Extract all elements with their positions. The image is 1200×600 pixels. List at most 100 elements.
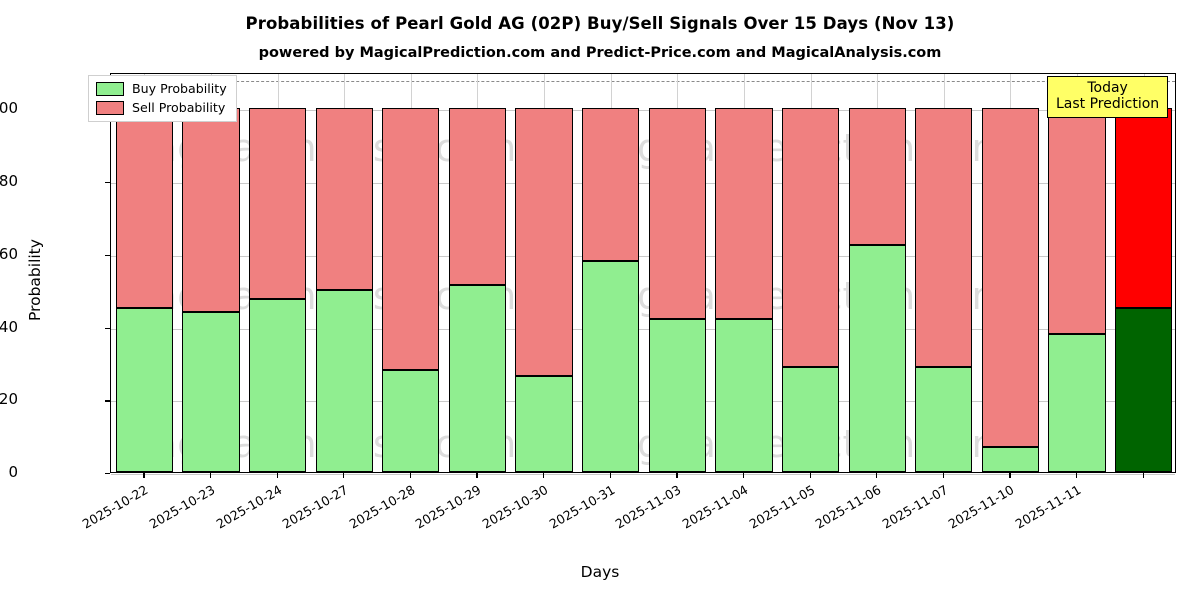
gridline-y (111, 328, 1175, 330)
x-tick-mark (1076, 473, 1078, 478)
bar-segment-buy (115, 308, 173, 472)
bar-stacked (315, 72, 373, 472)
bar-stacked (648, 72, 706, 472)
x-tick-mark (409, 473, 412, 478)
x-tick-label: 2025-11-05 (746, 482, 818, 532)
bar-segment-sell (715, 108, 773, 319)
x-tick-mark (1142, 473, 1144, 478)
today-annotation-line2: Last Prediction (1056, 96, 1160, 113)
bar-segment-buy (1048, 333, 1106, 472)
x-tick-mark (742, 473, 745, 478)
y-tick-label: 100 (0, 99, 18, 118)
y-tick-mark (105, 254, 110, 257)
y-tick-label: 40 (0, 317, 18, 336)
bar-segment-sell (315, 108, 373, 291)
bar-segment-sell (115, 108, 173, 309)
x-tick-mark (476, 473, 478, 478)
legend-swatch-sell (96, 100, 124, 115)
bar-segment-buy (582, 261, 640, 472)
bar-segment-buy (515, 375, 573, 472)
x-tick-mark (209, 473, 212, 478)
gridline-y (111, 183, 1175, 185)
bar-segment-buy (715, 318, 773, 472)
y-tick-mark (105, 473, 110, 475)
bar-segment-sell (915, 108, 973, 367)
bar-segment-buy (448, 284, 507, 472)
bar-segment-buy (981, 446, 1040, 472)
bar-stacked (515, 72, 573, 472)
x-tick-label: 2025-10-23 (146, 482, 218, 532)
x-tick-mark (1009, 473, 1011, 478)
x-tick-label: 2025-10-30 (479, 482, 551, 532)
bar-segment-sell (781, 108, 840, 367)
bar-segment-buy (315, 290, 373, 472)
bar-stacked (1048, 72, 1106, 472)
y-tick-label: 60 (0, 244, 18, 263)
x-tick-mark (343, 473, 345, 478)
x-tick-label: 2025-10-22 (79, 482, 151, 532)
plot-area: MagicalAnalysis.comMagicalPrediction.com… (110, 73, 1176, 475)
bar-segment-sell (981, 108, 1040, 447)
x-tick-label: 2025-10-28 (346, 482, 418, 532)
bar-stacked (582, 72, 640, 472)
today-annotation: Today Last Prediction (1047, 76, 1169, 119)
bar-stacked (248, 72, 307, 472)
bar-segment-sell (382, 108, 440, 371)
bar-segment-buy (1115, 308, 1173, 472)
bar-segment-buy (781, 366, 840, 472)
bar-stacked (915, 72, 973, 472)
x-tick-label: 2025-11-10 (946, 482, 1017, 532)
chart-legend: Buy Probability Sell Probability (88, 75, 237, 122)
bar-segment-buy (182, 312, 240, 472)
x-tick-mark (676, 473, 678, 478)
today-annotation-line1: Today (1087, 80, 1128, 96)
x-tick-mark (942, 473, 945, 478)
x-tick-mark (609, 473, 611, 478)
legend-item-sell: Sell Probability (96, 100, 227, 115)
x-tick-label: 2025-11-11 (1012, 482, 1084, 532)
x-tick-label: 2025-11-06 (812, 482, 884, 532)
bar-segment-sell (182, 108, 240, 312)
bar-stacked (382, 72, 440, 472)
x-tick-label: 2025-11-03 (612, 482, 684, 532)
legend-label-buy: Buy Probability (132, 81, 227, 96)
x-tick-label: 2025-11-07 (879, 482, 951, 532)
bar-segment-sell (1048, 108, 1106, 334)
x-tick-mark (276, 473, 278, 478)
bar-stacked (115, 72, 173, 472)
y-tick-mark (105, 182, 110, 184)
legend-label-sell: Sell Probability (132, 100, 226, 115)
bar-stacked (715, 72, 773, 472)
bar-segment-sell (848, 108, 906, 246)
bar-segment-sell (582, 108, 640, 262)
bar-stacked (848, 72, 906, 472)
chart-subtitle: powered by MagicalPrediction.com and Pre… (258, 45, 942, 61)
x-axis-label: Days (580, 563, 620, 581)
y-tick-label: 0 (8, 463, 18, 481)
x-tick-label: 2025-10-29 (413, 482, 484, 532)
bar-segment-sell (248, 108, 307, 300)
y-tick-label: 20 (0, 390, 18, 409)
bar-stacked (981, 72, 1040, 472)
bar-segment-sell (1115, 108, 1173, 309)
x-tick-mark (543, 473, 545, 478)
x-tick-label: 2025-11-04 (679, 482, 751, 532)
bar-segment-buy (248, 299, 307, 472)
y-tick-label: 80 (0, 172, 18, 191)
y-tick-mark (105, 400, 110, 402)
x-tick-label: 2025-10-27 (279, 482, 351, 532)
bar-segment-sell (648, 108, 706, 320)
gridline-y (111, 110, 1175, 112)
gridline-y (111, 474, 1175, 475)
reference-dashed-line (111, 81, 1175, 83)
x-tick-mark (809, 473, 811, 478)
chart-title: Probabilities of Pearl Gold AG (02P) Buy… (245, 14, 955, 33)
x-tick-mark (143, 473, 145, 478)
bar-segment-buy (915, 366, 973, 472)
x-tick-label: 2025-10-31 (546, 482, 618, 532)
gridline-y (111, 401, 1175, 403)
x-tick-mark (876, 473, 878, 478)
legend-swatch-buy (96, 81, 124, 96)
bars-layer (111, 74, 1175, 472)
